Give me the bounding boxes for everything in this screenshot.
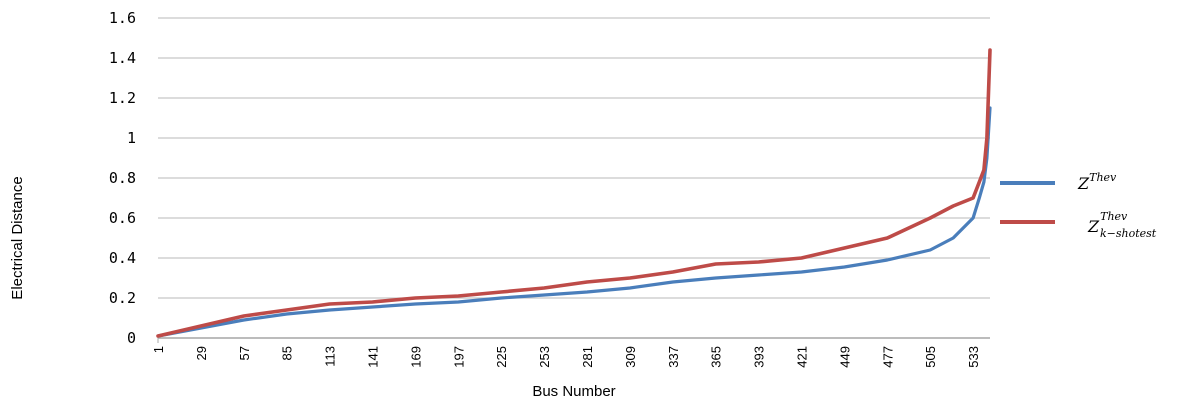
x-tick-label: 393 [752,346,767,368]
x-tick-label: 281 [580,346,595,368]
x-tick-label: 309 [623,346,638,368]
y-tick-label: 0.8 [109,169,136,187]
x-tick-label: 197 [451,346,466,368]
gridlines [157,17,990,343]
x-tick-label: 449 [837,346,852,368]
x-tick-label: 533 [966,346,981,368]
x-tick-label: 1 [151,346,166,353]
x-tick-label: 477 [880,346,895,368]
y-tick-label: 0.2 [109,289,136,307]
legend-item-series-1: ZThev [1000,171,1117,193]
x-tick-label: 365 [709,346,724,368]
y-tick-label: 1.6 [109,9,136,27]
y-tick-label: 1 [127,129,136,147]
x-tick-label: 29 [194,346,209,360]
legend: ZThev ZThev k−shotest [1000,171,1157,240]
y-tick-labels: 0 0.2 0.4 0.6 0.8 1 1.2 1.4 1.6 [109,9,136,347]
x-tick-label: 505 [923,346,938,368]
legend-label-series-2: ZThev k−shotest [1087,210,1157,240]
legend-label-series-1: ZThev [1077,171,1117,193]
series-line-1 [156,106,992,338]
y-tick-label: 1.4 [109,49,136,67]
x-tick-label: 169 [408,346,423,368]
y-tick-label: 0.6 [109,209,136,227]
y-axis-title: Electrical Distance [9,176,26,299]
x-tick-label: 141 [366,346,381,368]
x-tick-label: 225 [494,346,509,368]
x-tick-label: 113 [323,346,338,367]
legend-item-series-2: ZThev k−shotest [1000,210,1157,240]
y-tick-label: 1.2 [109,89,136,107]
x-tick-label: 57 [237,346,252,360]
x-tick-labels: 1 29 57 85 113 141 169 197 225 253 281 309 337 365 393… [151,346,981,368]
x-tick-label: 421 [795,346,810,368]
y-tick-label: 0 [127,329,136,347]
series-lines [156,48,992,338]
x-axis-title: Bus Number [532,383,615,400]
y-tick-label: 0.4 [109,249,136,267]
x-tick-label: 337 [666,346,681,368]
series-line-2 [156,48,992,338]
x-tick-label: 253 [537,346,552,368]
x-tick-label: 85 [280,346,295,360]
